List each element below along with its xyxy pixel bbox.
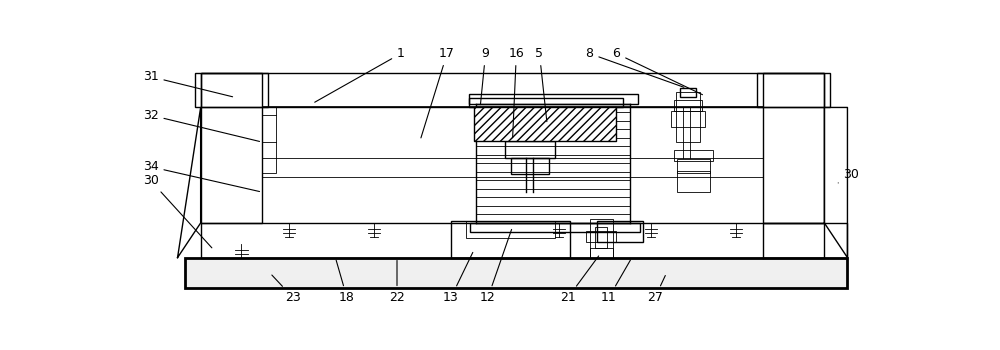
Bar bbox=[201, 73, 262, 223]
Bar bbox=[201, 73, 824, 107]
Bar bbox=[466, 220, 555, 238]
Bar bbox=[677, 159, 710, 173]
Text: 9: 9 bbox=[480, 47, 489, 105]
Text: 12: 12 bbox=[480, 229, 512, 304]
Text: 30: 30 bbox=[838, 168, 859, 183]
Bar bbox=[597, 220, 643, 242]
Text: 27: 27 bbox=[647, 275, 665, 304]
Text: 16: 16 bbox=[508, 47, 524, 138]
Bar bbox=[674, 100, 702, 111]
Text: 1: 1 bbox=[315, 47, 405, 102]
Bar bbox=[677, 170, 710, 192]
Bar bbox=[676, 92, 700, 142]
Text: 31: 31 bbox=[143, 70, 233, 97]
Text: 13: 13 bbox=[443, 252, 473, 304]
Text: 22: 22 bbox=[389, 260, 405, 304]
Bar bbox=[474, 107, 616, 141]
Bar bbox=[590, 248, 613, 258]
Bar bbox=[590, 219, 613, 258]
Bar bbox=[201, 223, 824, 258]
Text: 18: 18 bbox=[336, 260, 355, 304]
Bar bbox=[511, 158, 549, 174]
Bar bbox=[470, 223, 640, 232]
Bar bbox=[185, 258, 847, 288]
Text: 32: 32 bbox=[143, 108, 260, 141]
Text: 6: 6 bbox=[613, 47, 702, 95]
Bar bbox=[680, 88, 696, 97]
Bar bbox=[451, 220, 570, 258]
Bar bbox=[757, 73, 830, 107]
Bar bbox=[595, 227, 607, 248]
Bar bbox=[671, 111, 705, 127]
Bar bbox=[469, 94, 638, 104]
Text: 30: 30 bbox=[143, 174, 212, 248]
Bar bbox=[469, 98, 623, 107]
Text: 23: 23 bbox=[272, 275, 301, 304]
Bar bbox=[763, 73, 824, 223]
Text: 11: 11 bbox=[601, 260, 630, 304]
Bar bbox=[505, 141, 555, 158]
Bar bbox=[195, 73, 268, 107]
Bar bbox=[674, 150, 713, 161]
Text: 17: 17 bbox=[421, 47, 455, 138]
Text: 5: 5 bbox=[535, 47, 547, 122]
Text: 34: 34 bbox=[143, 160, 260, 191]
Bar bbox=[262, 107, 276, 173]
Bar bbox=[262, 106, 763, 223]
Bar bbox=[586, 231, 616, 242]
Text: 21: 21 bbox=[560, 256, 599, 304]
Text: 8: 8 bbox=[586, 47, 684, 87]
